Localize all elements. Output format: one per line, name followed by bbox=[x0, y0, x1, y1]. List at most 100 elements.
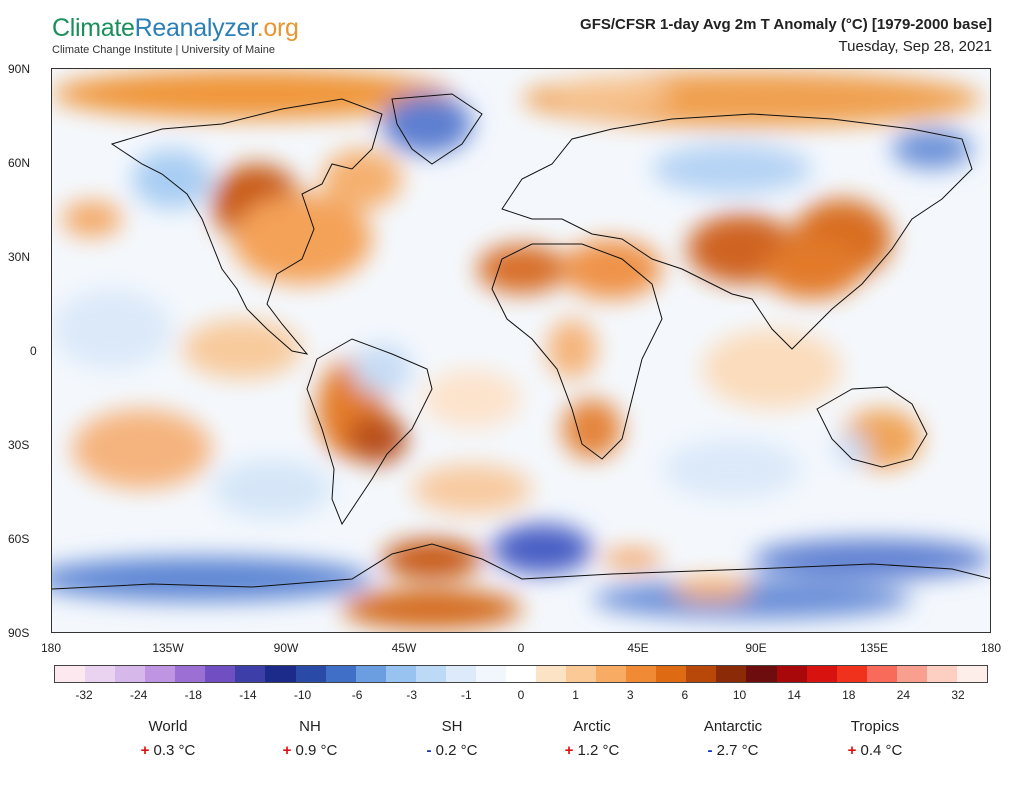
logo-subtitle: Climate Change Institute | University of… bbox=[52, 44, 275, 56]
colorbar-swatch bbox=[866, 666, 897, 682]
stat-value: 0.9 °C bbox=[295, 742, 338, 759]
colorbar-swatch bbox=[896, 666, 927, 682]
colorbar-swatch bbox=[956, 666, 987, 682]
lat-label-90s: 90S bbox=[8, 626, 30, 640]
colorbar-tick-label: -18 bbox=[184, 688, 202, 702]
colorbar-swatch bbox=[505, 666, 536, 682]
stat-world: World + 0.3 °C bbox=[98, 718, 238, 759]
colorbar-tick-label: 18 bbox=[842, 688, 856, 702]
header: ClimateReanalyzer.org Climate Change Ins… bbox=[0, 0, 1024, 66]
map-svg bbox=[52, 69, 990, 632]
colorbar-swatch bbox=[145, 666, 176, 682]
stat-name: World bbox=[148, 718, 188, 735]
map-date: Tuesday, Sep 28, 2021 bbox=[838, 38, 992, 55]
stat-name: NH bbox=[299, 718, 321, 735]
colorbar-tick-label: -14 bbox=[239, 688, 257, 702]
lon-label-135e: 135E bbox=[859, 641, 889, 655]
stat-sh: SH - 0.2 °C bbox=[382, 718, 522, 759]
lon-label-135w: 135W bbox=[152, 641, 184, 655]
colorbar-swatch bbox=[686, 666, 717, 682]
stat-name: SH bbox=[441, 718, 463, 735]
colorbar-swatch bbox=[626, 666, 657, 682]
colorbar-swatch bbox=[175, 666, 206, 682]
colorbar-swatch bbox=[385, 666, 416, 682]
stat-sign: + bbox=[847, 742, 857, 759]
colorbar-tick-label: 14 bbox=[787, 688, 801, 702]
colorbar-tick-label: 3 bbox=[626, 688, 634, 702]
lon-label-180w: 180 bbox=[40, 641, 62, 655]
colorbar-tick-label: -3 bbox=[406, 688, 418, 702]
colorbar-tick-label: -24 bbox=[129, 688, 148, 702]
colorbar-tick-label: -6 bbox=[351, 688, 363, 702]
stat-value: 0.4 °C bbox=[860, 742, 903, 759]
colorbar-swatch bbox=[265, 666, 296, 682]
lon-label-45e: 45E bbox=[627, 641, 649, 655]
colorbar-swatch bbox=[566, 666, 597, 682]
colorbar-swatch bbox=[325, 666, 356, 682]
lon-label-45w: 45W bbox=[391, 641, 417, 655]
colorbar-swatch bbox=[656, 666, 687, 682]
colorbar-swatch bbox=[295, 666, 326, 682]
lon-label-0: 0 bbox=[517, 641, 525, 655]
stat-sign: + bbox=[282, 742, 292, 759]
stat-sign: + bbox=[140, 742, 150, 759]
colorbar-tick-label: 32 bbox=[951, 688, 965, 702]
lat-label-30n: 30N bbox=[8, 250, 31, 264]
stat-value: 2.7 °C bbox=[716, 742, 759, 759]
lat-label-90n: 90N bbox=[8, 62, 31, 76]
colorbar-labels: -32 -24 -18 -14 -10 -6 -3 -1 0 1 3 6 10 14 18 24 32 bbox=[54, 688, 988, 704]
colorbar-swatch bbox=[926, 666, 957, 682]
site-logo[interactable]: ClimateReanalyzer.org bbox=[52, 14, 299, 43]
logo-part-org: .org bbox=[256, 14, 299, 42]
lon-label-90e: 90E bbox=[745, 641, 767, 655]
colorbar-swatch bbox=[776, 666, 807, 682]
anomaly-map bbox=[51, 68, 991, 633]
stat-value: 0.2 °C bbox=[435, 742, 478, 759]
colorbar-swatch bbox=[475, 666, 506, 682]
regional-stats: World + 0.3 °C NH + 0.9 °C SH - 0.2 °C A… bbox=[0, 718, 1024, 778]
colorbar-swatch bbox=[115, 666, 146, 682]
stat-arctic: Arctic + 1.2 °C bbox=[522, 718, 662, 759]
stat-value: 1.2 °C bbox=[577, 742, 620, 759]
stat-name: Arctic bbox=[573, 718, 611, 735]
colorbar-tick-label: -32 bbox=[75, 688, 93, 702]
stat-name: Antarctic bbox=[703, 718, 763, 735]
map-title: GFS/CFSR 1-day Avg 2m T Anomaly (°C) [19… bbox=[580, 16, 992, 33]
colorbar-swatch bbox=[536, 666, 567, 682]
logo-part-climate: Climate bbox=[52, 14, 135, 42]
lat-label-60s: 60S bbox=[8, 532, 30, 546]
colorbar-swatch bbox=[205, 666, 236, 682]
stat-sign: + bbox=[564, 742, 574, 759]
colorbar-tick-label: -10 bbox=[293, 688, 312, 702]
stat-nh: NH + 0.9 °C bbox=[240, 718, 380, 759]
colorbar-swatch bbox=[806, 666, 837, 682]
colorbar-swatch bbox=[415, 666, 446, 682]
lat-label-60n: 60N bbox=[8, 156, 31, 170]
colorbar-tick-label: 24 bbox=[896, 688, 911, 702]
colorbar-swatch bbox=[716, 666, 747, 682]
stat-sign: - bbox=[707, 742, 713, 759]
colorbar-tick-label: -1 bbox=[461, 688, 472, 702]
stat-sign: - bbox=[426, 742, 432, 759]
anomaly-field bbox=[52, 69, 990, 629]
colorbar-tick-label: 1 bbox=[572, 688, 579, 702]
stat-value: 0.3 °C bbox=[153, 742, 196, 759]
colorbar bbox=[54, 665, 988, 683]
colorbar-tick-label: 10 bbox=[732, 688, 747, 702]
colorbar-swatch bbox=[85, 666, 116, 682]
lon-label-90w: 90W bbox=[273, 641, 299, 655]
colorbar-swatch bbox=[445, 666, 476, 682]
stat-name: Tropics bbox=[850, 718, 900, 735]
colorbar-tick-label: 0 bbox=[517, 688, 525, 702]
stat-tropics: Tropics + 0.4 °C bbox=[805, 718, 945, 759]
colorbar-swatch bbox=[55, 666, 86, 682]
lat-label-30s: 30S bbox=[8, 438, 30, 452]
colorbar-swatch bbox=[596, 666, 627, 682]
colorbar-swatch bbox=[746, 666, 777, 682]
coastlines bbox=[52, 93, 990, 590]
colorbar-swatch bbox=[355, 666, 386, 682]
stat-antarctic: Antarctic - 2.7 °C bbox=[663, 718, 803, 759]
colorbar-tick-label: 6 bbox=[681, 688, 689, 702]
colorbar-swatch bbox=[235, 666, 266, 682]
colorbar-swatch bbox=[836, 666, 867, 682]
